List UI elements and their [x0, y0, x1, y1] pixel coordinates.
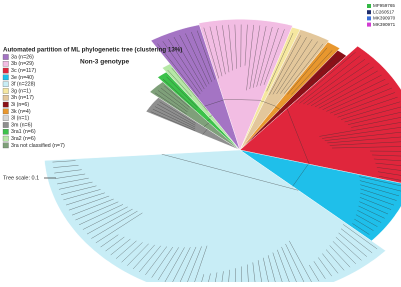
legend-label: 3f (n=228): [11, 82, 36, 88]
legend-label: 3ra2 (n=6): [11, 136, 36, 142]
legend-swatch: [3, 82, 9, 87]
legend-swatch: [3, 75, 9, 80]
legend-swatch: [3, 109, 9, 114]
legend-label: 3c (n=117): [11, 68, 36, 74]
legend-label: 3g (n=1): [11, 88, 31, 94]
legend-swatch: [3, 122, 9, 127]
reference-swatch: [367, 16, 371, 20]
legend-swatch: [3, 136, 9, 141]
reference-label: MK390971: [373, 22, 396, 27]
legend-swatch: [3, 95, 9, 100]
legend-title: Automated partition of ML phylogenetic t…: [3, 47, 182, 54]
reference-swatch: [367, 10, 371, 14]
reference-label: MK390970: [373, 16, 396, 21]
legend-label: 3i (n=6): [11, 102, 29, 108]
legend-swatch: [3, 61, 9, 66]
legend-swatch: [3, 68, 9, 73]
legend-label: 3ra1 (n=6): [11, 129, 36, 135]
legend-label: 3h (n=17): [11, 95, 34, 101]
legend-label: 3b (n=29): [11, 61, 34, 67]
reference-swatch: [367, 23, 371, 27]
legend-swatch: [3, 129, 9, 134]
reference-label: LC260517: [373, 9, 395, 14]
reference-label: MF959765: [373, 3, 395, 8]
non-3-annotation: Non-3 genotype: [80, 59, 129, 66]
legend-label: 3m (n=6): [11, 122, 33, 128]
legend-label: 3ra not classified (n=7): [11, 143, 65, 149]
tree-scale-label: Tree scale: 0.1: [3, 175, 39, 181]
legend-label: 3a (n=26): [11, 54, 34, 60]
legend-label: 3e (n=40): [11, 75, 34, 81]
legend-swatch: [3, 116, 9, 121]
legend-swatch: [3, 143, 9, 148]
reference-swatch: [367, 4, 371, 8]
legend-swatch: [3, 102, 9, 107]
legend-swatch: [3, 54, 9, 59]
legend-label: 3l (n=1): [11, 116, 29, 122]
legend-swatch: [3, 88, 9, 93]
legend-label: 3k (n=4): [11, 109, 31, 115]
